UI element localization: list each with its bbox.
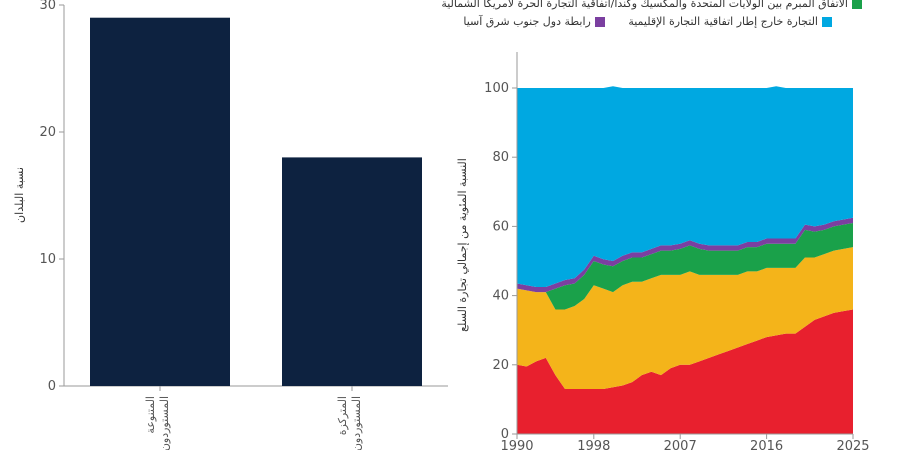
bar-x-tick-label: المتنوعة <box>144 396 157 434</box>
legend-label-asean: رابطة دول جنوب شرق آسيا <box>463 15 591 28</box>
legend-item-outside[interactable]: التجارة خارج إطار اتفاقية التجارة الإقلي… <box>628 15 832 29</box>
area-y-tick-label: 100 <box>484 81 509 96</box>
bar-x-tick-label: المتركزة <box>336 396 349 435</box>
legend-item-asean[interactable]: رابطة دول جنوب شرق آسيا <box>463 15 605 29</box>
area-series-outside <box>517 86 853 287</box>
area-x-tick-label: 2025 <box>836 439 869 450</box>
area-y-tick-label: 20 <box>492 358 509 373</box>
bar-y-tick-label: 0 <box>48 379 56 394</box>
legend-label-outside: التجارة خارج إطار اتفاقية التجارة الإقلي… <box>628 15 818 28</box>
area-chart: 0 20 40 60 80 100 1990 1998 2007 2016 2025 النسبة ا… <box>456 52 870 454</box>
area-y-tick-label: 40 <box>492 289 509 304</box>
bar <box>282 157 422 386</box>
area-y-tick-label: 60 <box>492 219 509 234</box>
area-series-usmca <box>517 222 853 310</box>
area-y-tick-label: 80 <box>492 150 509 165</box>
area-x-tick-label: 1990 <box>500 439 533 450</box>
legend-swatch-outside <box>822 17 832 27</box>
legend-swatch-asean <box>594 17 605 27</box>
area-x-tick-label: 2016 <box>750 439 783 450</box>
legend-swatch-usmca <box>852 0 862 9</box>
area-series-other_rta <box>517 309 853 434</box>
bar-y-axis-label: نسبة البلدان <box>13 167 26 223</box>
area-x-tick-label: 1998 <box>577 439 610 450</box>
area-y-axis-label: النسبة المئوية من إجمالي تجارة السلع <box>456 158 469 332</box>
bar-y-tick-label: 30 <box>39 0 56 13</box>
legend-label-usmca: الاتفاق المبرم بين الولايات المتحدة والم… <box>441 0 848 10</box>
bar-x-tick-label: المستوردون ذو <box>350 396 363 450</box>
bar <box>90 17 230 386</box>
bar-y-tick-label: 20 <box>39 125 56 140</box>
area-chart-legend-row-2: التجارة خارج إطار اتفاقية التجارة الإقلي… <box>463 15 832 31</box>
area-x-tick-label: 2007 <box>664 439 697 450</box>
area-chart-legend: الاتفاق المبرم بين الولايات المتحدة والم… <box>441 0 862 13</box>
area-series-eu <box>517 247 853 390</box>
area-y-tick-label: 0 <box>501 427 509 442</box>
legend-item-usmca[interactable]: الاتفاق المبرم بين الولايات المتحدة والم… <box>441 0 862 11</box>
bar-x-tick-label: المستوردون ذو <box>158 396 171 450</box>
bar-y-tick-label: 10 <box>39 252 56 267</box>
